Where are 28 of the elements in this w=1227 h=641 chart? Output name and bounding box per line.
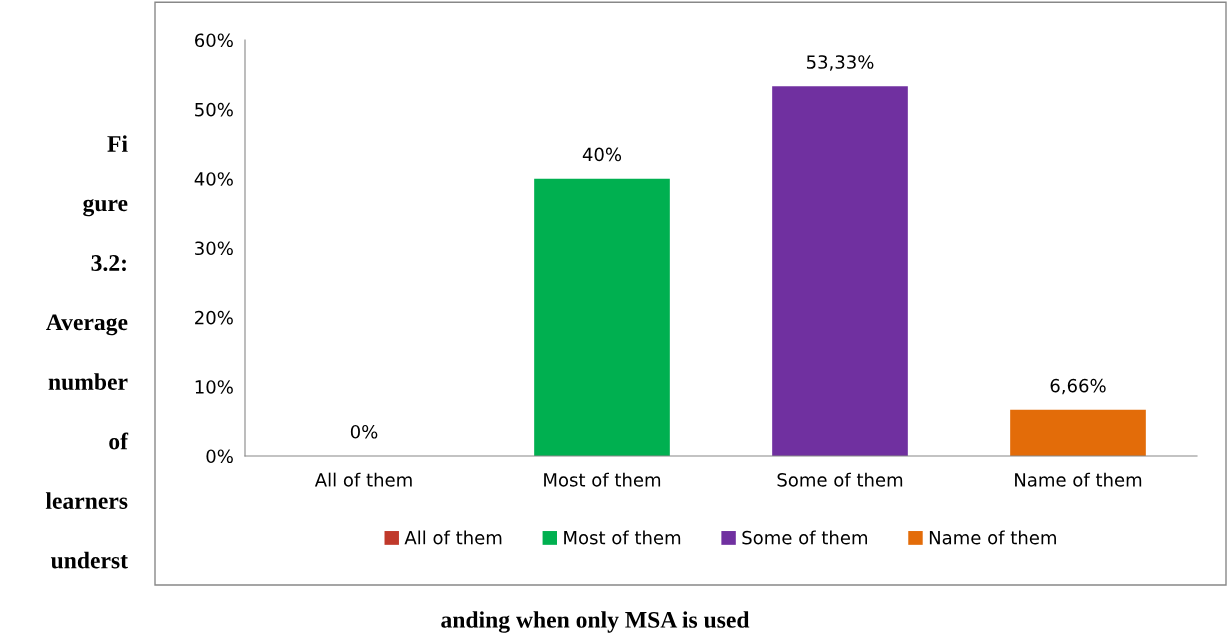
x-tick-label: Some of them (777, 472, 903, 487)
legend-label: All of them (404, 530, 502, 545)
y-tick-label: 20% (195, 310, 233, 325)
y-tick-label: 10% (195, 380, 233, 394)
y-tick-label: 30% (195, 241, 233, 256)
text: of (109, 432, 129, 450)
text: Fi (107, 135, 128, 152)
y-tick-label: 60% (195, 33, 233, 48)
legend-label: Most of them (564, 530, 681, 545)
data-label: 53,33% (806, 55, 874, 71)
y-tick-label: 0% (206, 449, 233, 464)
data-label: 6,66% (1050, 378, 1106, 395)
y-tick-label: 50% (195, 102, 233, 117)
x-tick-label: Most of them (544, 472, 661, 487)
text: Average (46, 314, 128, 336)
legend-label: Name of them (929, 530, 1056, 545)
x-tick-label: All of them (314, 472, 412, 487)
text: underst (50, 551, 128, 569)
text: learners (45, 492, 128, 509)
legend-label: Some of them (742, 530, 867, 545)
x-tick-label: Name of them (1015, 472, 1142, 487)
text: anding when only MSA is used (441, 611, 750, 633)
text: 3.2: (91, 255, 126, 272)
text: gure (83, 198, 128, 217)
data-label: 40% (582, 147, 622, 162)
text: number (48, 373, 128, 390)
data-label: 0% (350, 424, 378, 439)
y-tick-label: 40% (194, 172, 233, 186)
